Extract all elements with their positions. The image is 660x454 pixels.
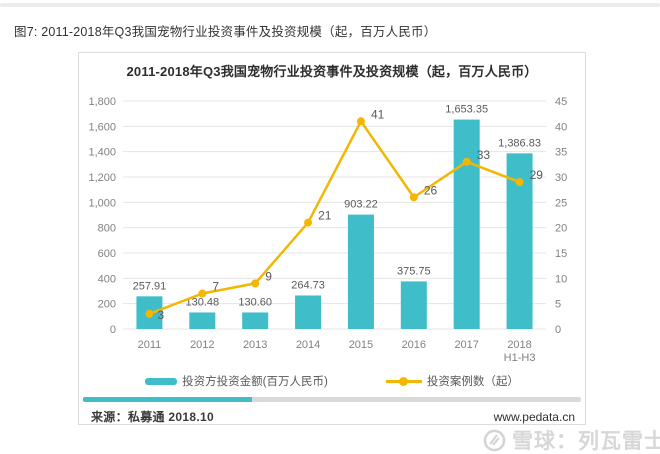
bar <box>400 281 427 329</box>
line-value-label: 21 <box>318 209 332 223</box>
bar <box>242 312 269 329</box>
line-value-label: 26 <box>424 183 438 197</box>
line-point <box>145 309 154 318</box>
left-axis-tick: 1,400 <box>88 147 116 159</box>
x-axis-tick: 2015 <box>349 339 373 351</box>
bar-value-label: 130.48 <box>185 296 219 308</box>
line-point <box>251 279 260 288</box>
bar-value-label: 264.73 <box>291 279 325 291</box>
bar <box>347 214 374 329</box>
line-series <box>148 120 521 315</box>
line-value-label: 29 <box>530 168 544 182</box>
bar-value-label: 1,653.35 <box>445 104 488 116</box>
footer-divider <box>83 397 581 402</box>
left-axis-tick: 400 <box>98 273 116 285</box>
chart-card: 2011-2018年Q3我国宠物行业投资事件及投资规模（起，百万人民币） 0 20… <box>78 52 586 425</box>
x-axis-tick: 2012 <box>190 339 214 351</box>
x-axis-tick: 2017 <box>454 339 478 351</box>
line-point <box>515 178 524 187</box>
legend: 投资方投资金额(百万人民币) 投资案例数（起） <box>79 372 585 390</box>
left-axis-tick: 1,200 <box>88 172 116 184</box>
right-axis-tick: 20 <box>555 223 567 235</box>
chart-title: 2011-2018年Q3我国宠物行业投资事件及投资规模（起，百万人民币） <box>126 64 538 79</box>
line-series-swatch <box>385 375 422 387</box>
line-value-label: 7 <box>212 280 219 294</box>
right-axis-tick: 10 <box>555 273 567 285</box>
left-axis-tick: 0 <box>110 324 116 336</box>
bar-legend-label: 投资方投资金额(百万人民币) <box>182 376 328 388</box>
right-axis-tick: 35 <box>555 147 567 159</box>
x-axis-tick: 2018 H1-H3 <box>504 339 536 364</box>
line-legend-label: 投资案例数（起） <box>426 376 519 388</box>
line-point <box>304 218 313 227</box>
figure-caption: 图7: 2011-2018年Q3我国宠物行业投资事件及投资规模（起，百万人民币） <box>14 25 437 39</box>
xueqiu-logo-icon <box>483 429 506 451</box>
left-axis-tick: 200 <box>98 299 116 311</box>
line-value-label: 33 <box>477 148 491 162</box>
bar <box>453 119 480 329</box>
x-axis-tick: 2016 <box>402 339 426 351</box>
source-row: 来源：私募通 2018.10 www.pedata.cn <box>91 408 575 425</box>
bar-value-label: 257.91 <box>133 280 167 292</box>
line-swatch-marker <box>398 377 408 386</box>
source-text: 来源：私募通 2018.10 <box>91 410 214 424</box>
bar <box>189 312 216 329</box>
right-axis-tick: 0 <box>555 324 561 336</box>
line-value-label: 3 <box>157 308 164 322</box>
bar <box>295 295 322 329</box>
legend-item-bar: 投资方投资金额(百万人民币) <box>145 373 328 389</box>
left-axis-tick: 1,000 <box>88 197 116 209</box>
right-axis-tick: 45 <box>555 96 567 108</box>
left-axis-tick: 600 <box>98 248 116 260</box>
right-axis-tick: 5 <box>555 299 561 311</box>
bar-series-swatch <box>145 377 178 385</box>
right-axis-tick: 30 <box>555 172 567 184</box>
right-axis-tick: 40 <box>555 121 567 133</box>
top-divider <box>0 3 660 7</box>
x-axis-tick: 2014 <box>296 339 320 351</box>
x-axis-tick: 2013 <box>243 339 267 351</box>
line-value-label: 41 <box>371 107 385 121</box>
line-point <box>198 289 207 298</box>
plot-area: 0 200 400 600 800 1,000 1,200 1,400 1,600 1,800 0 5… <box>88 96 567 364</box>
line-point <box>462 157 471 166</box>
right-axis-tick: 15 <box>555 248 567 260</box>
line-value-label: 9 <box>265 269 272 283</box>
right-axis-tick: 25 <box>555 197 567 209</box>
left-axis-tick: 1,600 <box>88 121 116 133</box>
x-axis-tick: 2011 <box>138 339 162 351</box>
bar-value-label: 903.22 <box>344 199 378 211</box>
watermark: 雪球：列瓦雷士 <box>483 425 660 454</box>
line-point <box>356 117 365 126</box>
bar-value-label: 375.75 <box>397 265 431 277</box>
watermark-text: 雪球：列瓦雷士 <box>512 430 660 453</box>
bar-value-label: 130.60 <box>238 296 272 308</box>
legend-item-line: 投资案例数（起） <box>385 373 519 389</box>
left-axis-tick: 1,800 <box>88 96 116 108</box>
left-axis-tick: 800 <box>98 223 116 235</box>
footer-divider-accent <box>83 397 253 402</box>
bar-value-label: 1,386.83 <box>498 137 541 149</box>
website-link[interactable]: www.pedata.cn <box>493 409 575 424</box>
line-point <box>409 193 418 202</box>
